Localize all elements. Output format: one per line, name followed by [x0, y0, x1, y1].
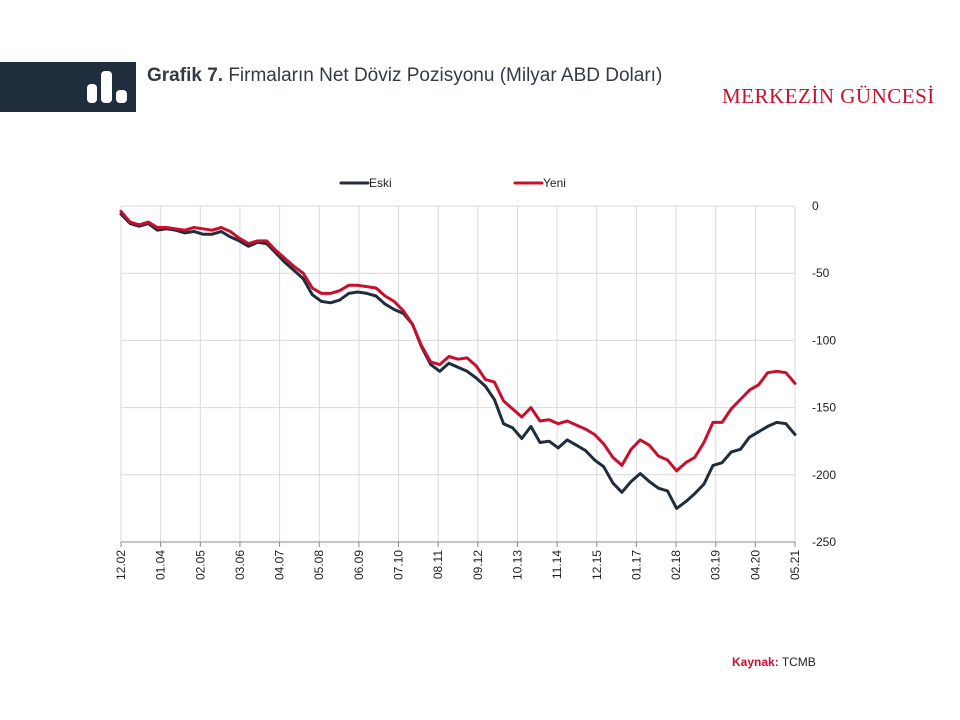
- source-label: Kaynak:: [732, 655, 779, 669]
- legend-label-yeni: Yeni: [543, 176, 566, 190]
- series-line-yeni: [119, 209, 797, 473]
- bar-chart-icon: [87, 71, 127, 103]
- x-tick-label: 04.07: [273, 550, 287, 580]
- legend-label-eski: Eski: [369, 176, 392, 190]
- source-value: TCMB: [781, 655, 816, 669]
- series-line-eski: [119, 212, 797, 510]
- x-tick-label: 09.12: [471, 550, 485, 580]
- x-tick-label: 05.21: [788, 550, 802, 580]
- x-tick-label: 01.17: [629, 550, 643, 580]
- chart-title: Grafik 7. Firmaların Net Döviz Pozisyonu…: [147, 64, 707, 88]
- header-band: [0, 62, 136, 112]
- y-tick-label: -250: [812, 535, 836, 549]
- x-tick-label: 04.20: [748, 550, 762, 580]
- brand-logo-text: MERKEZİN GÜNCESİ: [722, 84, 935, 108]
- x-tick-label: 02.18: [669, 550, 683, 580]
- x-tick-label: 11.14: [550, 550, 564, 579]
- x-tick-label: 12.15: [590, 550, 604, 580]
- x-tick-label: 05.08: [312, 550, 326, 580]
- chart-title-text: Firmaların Net Döviz Pozisyonu (Milyar A…: [228, 65, 663, 86]
- y-tick-label: 0: [812, 199, 819, 213]
- y-tick-label: -150: [812, 401, 836, 415]
- chart-title-number: Grafik 7.: [147, 65, 224, 86]
- x-tick-label: 08.11: [431, 550, 445, 579]
- x-tick-label: 03.19: [709, 550, 723, 580]
- x-tick-label: 02.05: [193, 550, 207, 580]
- y-tick-label: -50: [812, 266, 830, 280]
- source-note: Kaynak: TCMB: [732, 655, 816, 669]
- x-tick-label: 12.02: [114, 550, 128, 580]
- y-tick-label: -200: [812, 468, 836, 482]
- x-tick-label: 03.06: [233, 550, 247, 580]
- x-tick-label: 01.04: [154, 550, 168, 580]
- x-tick-label: 06.09: [352, 550, 366, 580]
- y-tick-label: -100: [812, 333, 836, 347]
- x-tick-label: 10.13: [510, 550, 524, 580]
- x-tick-label: 07.10: [392, 550, 406, 580]
